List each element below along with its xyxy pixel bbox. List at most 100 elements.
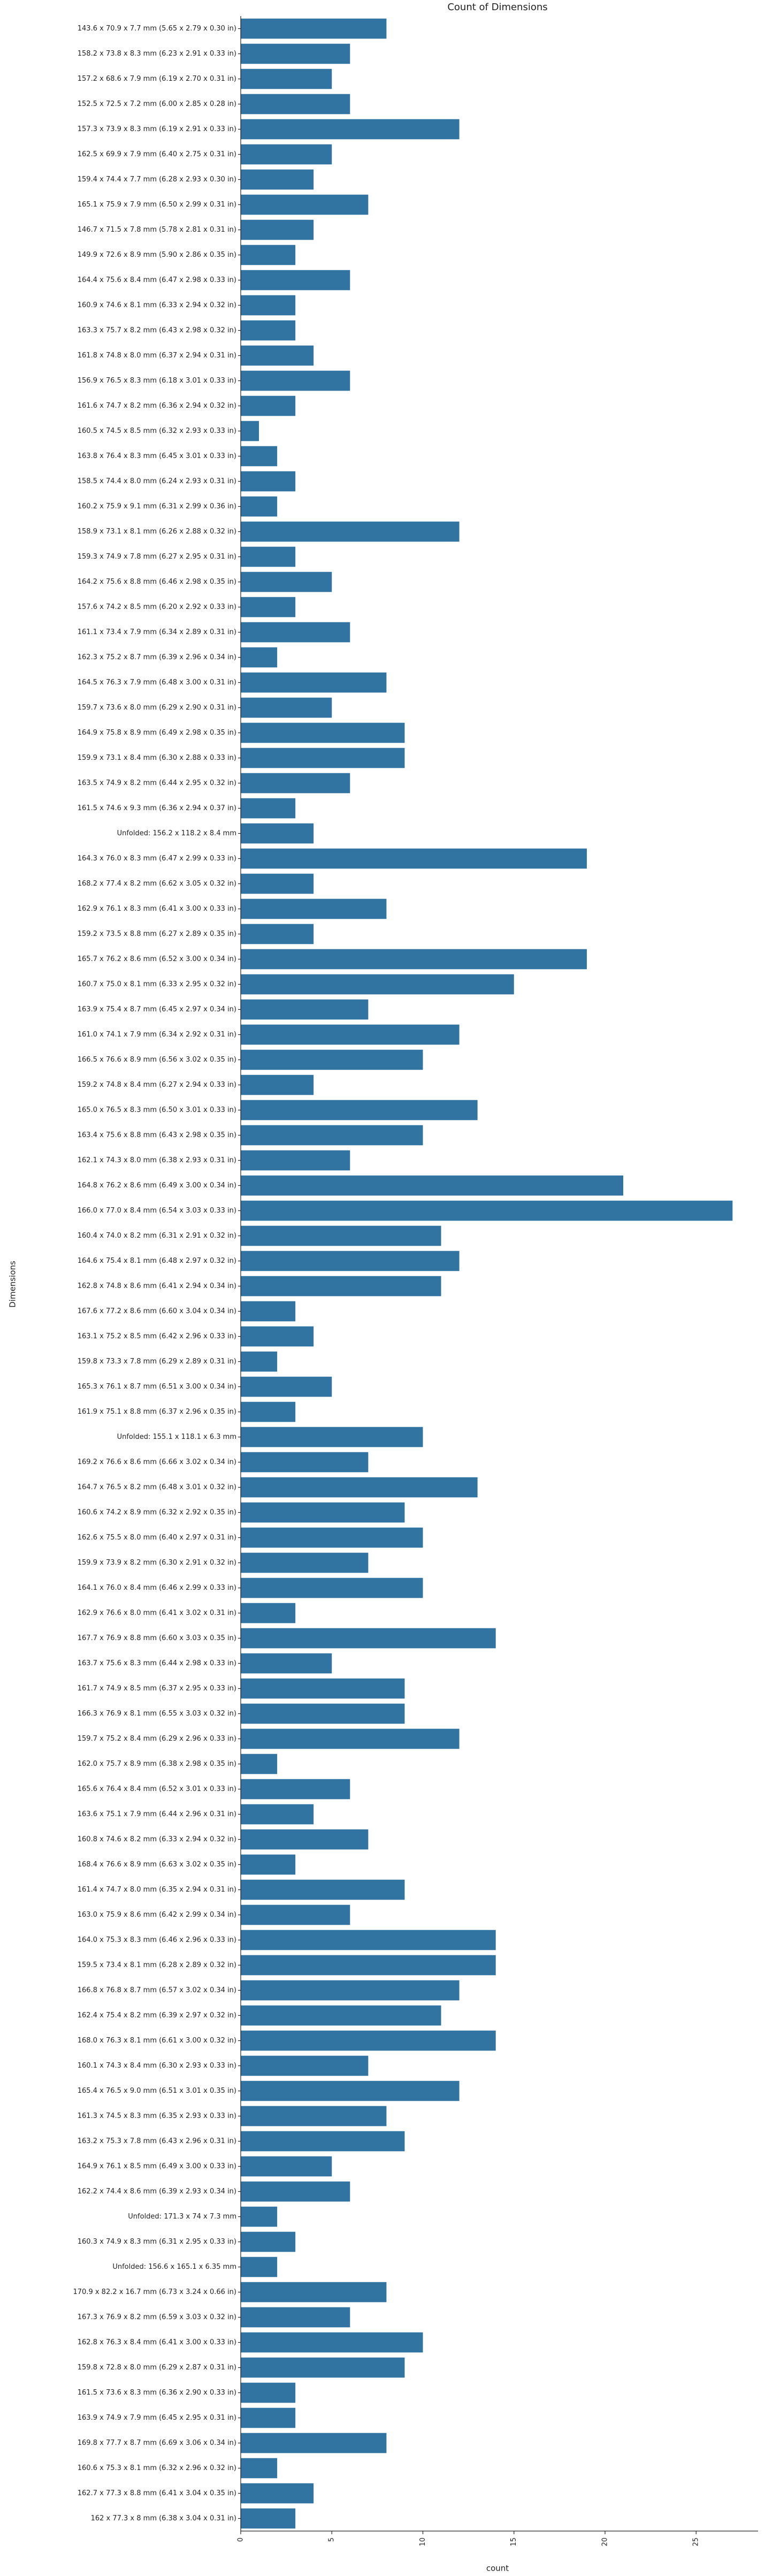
y-tick-label: 159.3 x 74.9 x 7.8 mm (6.27 x 2.95 x 0.3… (78, 553, 236, 561)
bar (241, 647, 278, 668)
y-tick-label: 166.8 x 76.8 x 8.7 mm (6.57 x 3.02 x 0.3… (78, 1986, 236, 1994)
y-tick-label: 160.1 x 74.3 x 8.4 mm (6.30 x 2.93 x 0.3… (78, 2062, 236, 2070)
y-tick-label: 164.9 x 76.1 x 8.5 mm (6.49 x 3.00 x 0.3… (78, 2162, 236, 2170)
y-tick-label: 160.5 x 74.5 x 8.5 mm (6.32 x 2.93 x 0.3… (78, 427, 236, 435)
y-tick-label: 159.8 x 73.3 x 7.8 mm (6.29 x 2.89 x 0.3… (78, 1358, 236, 1366)
y-tick-label: 164.0 x 75.3 x 8.3 mm (6.46 x 2.96 x 0.3… (78, 1936, 236, 1944)
bar (241, 773, 350, 794)
y-tick-label: Unfolded: 156.2 x 118.2 x 8.4 mm (117, 829, 236, 837)
bar (241, 848, 587, 869)
y-tick-label: 163.6 x 75.1 x 7.9 mm (6.44 x 2.96 x 0.3… (78, 1810, 236, 1818)
bar (241, 2257, 278, 2277)
bar (241, 697, 332, 718)
bar (241, 898, 387, 919)
bar (241, 1477, 478, 1498)
bar (241, 2156, 332, 2177)
bar (241, 2231, 296, 2252)
bar (241, 1301, 296, 1322)
y-tick-label: 158.2 x 73.8 x 8.3 mm (6.23 x 2.91 x 0.3… (78, 50, 236, 58)
y-tick-label: 169.2 x 76.6 x 8.6 mm (6.66 x 3.02 x 0.3… (78, 1458, 236, 1466)
bar (241, 1754, 278, 1774)
bar (241, 1527, 423, 1548)
bar (241, 546, 296, 567)
y-tick-label: 161.3 x 74.5 x 8.3 mm (6.35 x 2.93 x 0.3… (78, 2112, 236, 2120)
bar (241, 2131, 405, 2152)
y-tick-label: 160.3 x 74.9 x 8.3 mm (6.31 x 2.95 x 0.3… (78, 2238, 236, 2246)
bar (241, 2206, 278, 2227)
bar (241, 924, 314, 944)
bar (241, 1452, 369, 1473)
bar (241, 245, 296, 265)
y-tick-label: 161.9 x 75.1 x 8.8 mm (6.37 x 2.96 x 0.3… (78, 1408, 236, 1416)
y-tick-label: 159.2 x 74.8 x 8.4 mm (6.27 x 2.94 x 0.3… (78, 1081, 236, 1089)
y-tick-label: 167.7 x 76.9 x 8.8 mm (6.60 x 3.03 x 0.3… (78, 1634, 236, 1642)
y-tick-label: 168.4 x 76.6 x 8.9 mm (6.63 x 3.02 x 0.3… (78, 1861, 236, 1869)
bar (241, 2106, 387, 2127)
y-tick-label: 157.6 x 74.2 x 8.5 mm (6.20 x 2.92 x 0.3… (78, 603, 236, 611)
bar (241, 1804, 314, 1825)
bar (241, 974, 514, 995)
y-tick-label: 162.1 x 74.3 x 8.0 mm (6.38 x 2.93 x 0.3… (78, 1156, 236, 1164)
bar (241, 295, 296, 316)
y-tick-label: 160.2 x 75.9 x 9.1 mm (6.31 x 2.99 x 0.3… (78, 502, 236, 510)
bar (241, 823, 314, 844)
bar (241, 2483, 314, 2504)
bar (241, 446, 278, 467)
y-tick-label: 163.3 x 75.7 x 8.2 mm (6.43 x 2.98 x 0.3… (78, 326, 236, 334)
y-tick-label: 162.2 x 74.4 x 8.6 mm (6.39 x 2.93 x 0.3… (78, 2188, 236, 2196)
y-tick-label: 143.6 x 70.9 x 7.7 mm (5.65 x 2.79 x 0.3… (78, 25, 236, 33)
bar (241, 2055, 369, 2076)
y-tick-label: 149.9 x 72.6 x 8.9 mm (5.90 x 2.86 x 0.3… (78, 251, 236, 259)
bar (241, 2005, 441, 2026)
y-tick-label: Unfolded: 156.6 x 165.1 x 6.35 mm (112, 2263, 236, 2271)
y-tick-label: 162.5 x 69.9 x 7.9 mm (6.40 x 2.75 x 0.3… (78, 150, 236, 158)
bar (241, 1024, 460, 1045)
y-tick-label: 161.4 x 74.7 x 8.0 mm (6.35 x 2.94 x 0.3… (78, 1886, 236, 1894)
bar (241, 1879, 405, 1900)
y-axis-label: Dimensions (8, 1261, 18, 1308)
bar (241, 1904, 350, 1925)
y-tick-label: 165.0 x 76.5 x 8.3 mm (6.50 x 3.01 x 0.3… (78, 1106, 236, 1114)
bar (241, 2458, 278, 2479)
bar (241, 1074, 314, 1095)
bar (241, 672, 387, 693)
y-tick-label: Unfolded: 155.1 x 118.1 x 6.3 mm (117, 1433, 236, 1441)
bar (241, 370, 350, 391)
y-tick-label: 156.9 x 76.5 x 8.3 mm (6.18 x 3.01 x 0.3… (78, 377, 236, 385)
bar (241, 2407, 296, 2428)
y-tick-label: 157.2 x 68.6 x 7.9 mm (6.19 x 2.70 x 0.3… (78, 75, 236, 83)
bar (241, 521, 460, 542)
y-tick-label: 163.2 x 75.3 x 7.8 mm (6.43 x 2.96 x 0.3… (78, 2137, 236, 2145)
bar (241, 68, 332, 89)
y-tick-label: 163.7 x 75.6 x 8.3 mm (6.44 x 2.98 x 0.3… (78, 1659, 236, 1667)
bar (241, 2181, 350, 2202)
y-tick-label: 167.3 x 76.9 x 8.2 mm (6.59 x 3.03 x 0.3… (78, 2313, 236, 2321)
y-tick-label: 162.8 x 76.3 x 8.4 mm (6.41 x 3.00 x 0.3… (78, 2338, 236, 2346)
bar (241, 722, 405, 743)
bar (241, 622, 350, 643)
bar (241, 345, 314, 366)
bar (241, 1854, 296, 1875)
bar (241, 320, 296, 341)
bar (241, 18, 387, 39)
y-tick-label: 163.4 x 75.6 x 8.8 mm (6.43 x 2.98 x 0.3… (78, 1131, 236, 1139)
bar (241, 1125, 423, 1146)
y-tick-label: 162 x 77.3 x 8 mm (6.38 x 3.04 x 0.31 in… (91, 2514, 236, 2522)
y-tick-label: 160.4 x 74.0 x 8.2 mm (6.31 x 2.91 x 0.3… (78, 1232, 236, 1240)
y-tick-label: 164.7 x 76.5 x 8.2 mm (6.48 x 3.01 x 0.3… (78, 1483, 236, 1491)
bar (241, 2030, 496, 2051)
bar (241, 1678, 405, 1699)
y-tick-label: 165.1 x 75.9 x 7.9 mm (6.50 x 2.99 x 0.3… (78, 201, 236, 209)
y-tick-label: 159.7 x 73.6 x 8.0 mm (6.29 x 2.90 x 0.3… (78, 704, 236, 712)
y-tick-label: 161.0 x 74.1 x 7.9 mm (6.34 x 2.92 x 0.3… (78, 1031, 236, 1039)
y-tick-label: 166.3 x 76.9 x 8.1 mm (6.55 x 3.03 x 0.3… (78, 1710, 236, 1718)
y-tick-label: 164.4 x 75.6 x 8.4 mm (6.47 x 2.98 x 0.3… (78, 276, 236, 284)
y-tick-label: 159.2 x 73.5 x 8.8 mm (6.27 x 2.89 x 0.3… (78, 930, 236, 938)
y-tick-label: 170.9 x 82.2 x 16.7 mm (6.73 x 3.24 x 0.… (73, 2288, 237, 2296)
bar (241, 2080, 460, 2101)
bar (241, 1779, 350, 1800)
bar (241, 1728, 460, 1749)
y-tick-label: 159.9 x 73.1 x 8.4 mm (6.30 x 2.88 x 0.3… (78, 754, 236, 762)
bar (241, 1703, 405, 1724)
